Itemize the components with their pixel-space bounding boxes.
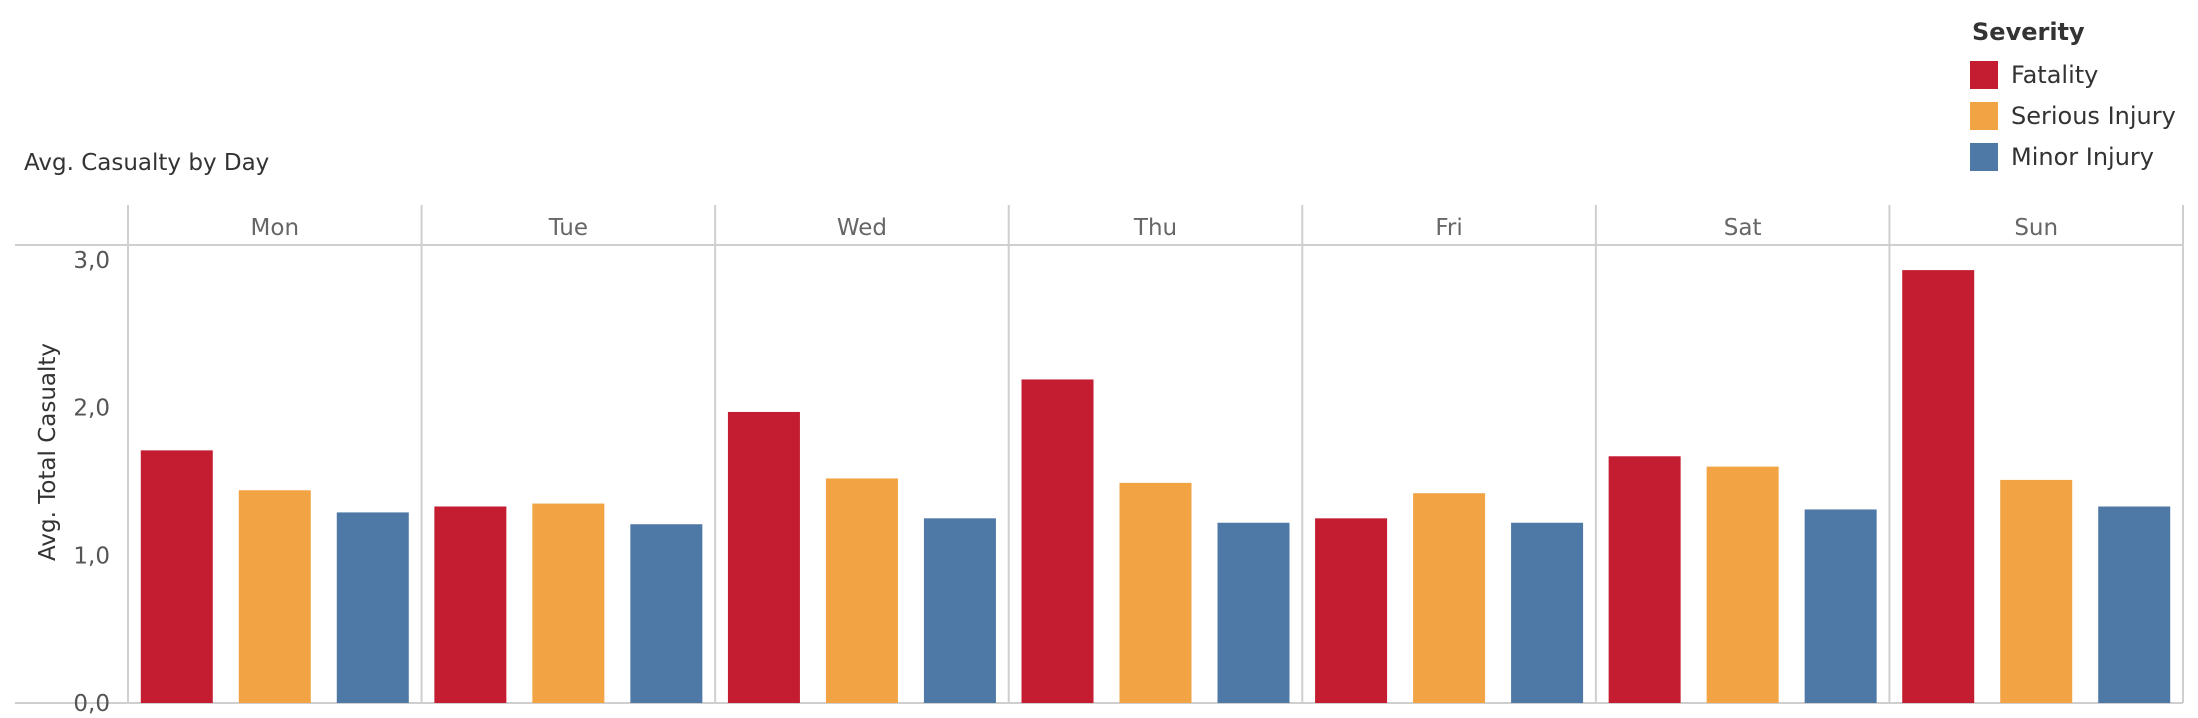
bar-fatality-fri[interactable] (1315, 518, 1388, 703)
bar-serious-injury-fri[interactable] (1413, 493, 1486, 703)
legend-swatch-fatality (1970, 60, 1998, 89)
bar-minor-injury-fri[interactable] (1511, 522, 1584, 703)
legend: Severity Fatality Serious Injury Minor I… (1970, 18, 2176, 177)
legend-item-minor-injury[interactable]: Minor Injury (1970, 136, 2176, 177)
bar-minor-injury-thu[interactable] (1217, 522, 1290, 703)
legend-item-serious-injury[interactable]: Serious Injury (1970, 95, 2176, 136)
legend-item-fatality[interactable]: Fatality (1970, 54, 2176, 95)
bar-serious-injury-mon[interactable] (238, 490, 311, 703)
legend-title: Severity (1972, 18, 2085, 46)
bar-fatality-wed[interactable] (727, 411, 800, 703)
day-headers: Mon Tue Wed Thu Fri Sat Sun (251, 215, 2059, 241)
legend-label-minor-injury: Minor Injury (2011, 142, 2155, 171)
bar-minor-injury-sat[interactable] (1804, 509, 1877, 703)
bar-minor-injury-wed[interactable] (923, 518, 996, 703)
bar-minor-injury-tue[interactable] (630, 524, 703, 703)
bar-minor-injury-sun[interactable] (2098, 506, 2171, 703)
y-tick-label: 1,0 (73, 543, 110, 569)
bar-fatality-tue[interactable] (434, 506, 507, 703)
bar-fatality-mon[interactable] (140, 450, 213, 703)
bar-serious-injury-sat[interactable] (1706, 466, 1779, 703)
y-tick-label: 2,0 (73, 396, 110, 422)
bar-serious-injury-tue[interactable] (532, 503, 605, 703)
legend-label-serious-injury: Serious Injury (2011, 101, 2176, 130)
chart-title: Avg. Casualty by Day (24, 150, 270, 176)
bar-fatality-thu[interactable] (1021, 379, 1094, 703)
day-header-mon: Mon (251, 215, 300, 241)
legend-label-fatality: Fatality (2011, 60, 2099, 89)
day-header-sat: Sat (1724, 215, 1762, 241)
y-axis-title: Avg. Total Casualty (35, 343, 61, 561)
day-header-wed: Wed (837, 215, 887, 241)
bar-serious-injury-thu[interactable] (1119, 482, 1192, 703)
bar-serious-injury-sun[interactable] (2000, 479, 2073, 703)
y-tick-label: 0,0 (73, 691, 110, 717)
day-header-thu: Thu (1133, 215, 1177, 241)
day-header-fri: Fri (1435, 215, 1462, 241)
y-tick-label: 3,0 (73, 248, 110, 274)
bar-fatality-sun[interactable] (1902, 270, 1975, 703)
legend-swatch-serious-injury (1970, 101, 1998, 130)
y-axis: Avg. Total Casualty 0,0 1,0 2,0 3,0 (35, 248, 110, 717)
bar-serious-injury-wed[interactable] (825, 478, 898, 703)
bars (140, 270, 2171, 703)
bar-minor-injury-mon[interactable] (336, 512, 409, 703)
day-header-tue: Tue (548, 215, 588, 241)
day-header-sun: Sun (2014, 215, 2058, 241)
legend-swatch-minor-injury (1970, 142, 1998, 171)
bar-fatality-sat[interactable] (1608, 456, 1681, 703)
